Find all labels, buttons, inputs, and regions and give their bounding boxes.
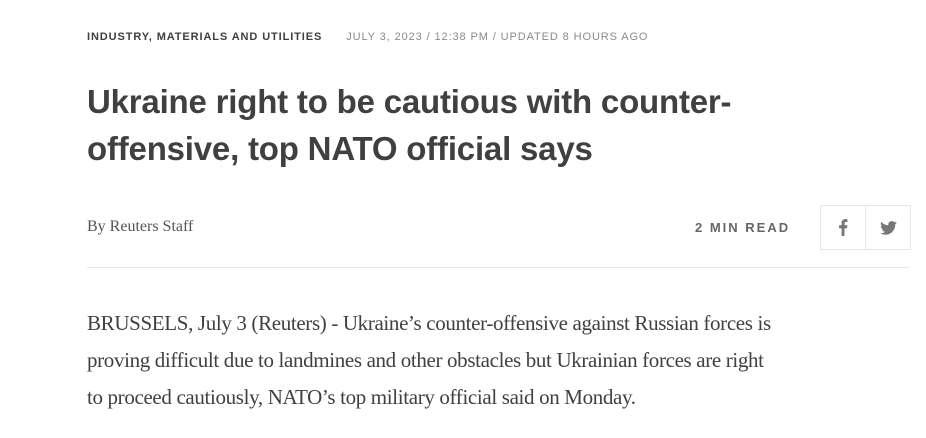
share-buttons: [820, 205, 911, 250]
read-time: 2 MIN READ: [695, 220, 791, 235]
twitter-icon: [879, 220, 897, 235]
facebook-share-button[interactable]: [821, 206, 865, 249]
headline: Ukraine right to be cautious with counte…: [87, 83, 732, 167]
body-line: proving difficult due to landmines and o…: [87, 348, 764, 372]
divider: [87, 267, 909, 268]
body-line: BRUSSELS, July 3 (Reuters) - Ukraine’s c…: [87, 311, 771, 335]
article-body: BRUSSELS, July 3 (Reuters) - Ukraine’s c…: [87, 305, 771, 416]
article-meta: INDUSTRY, MATERIALS AND UTILITIES JULY 3…: [87, 31, 648, 43]
twitter-share-button[interactable]: [865, 206, 910, 249]
dateline: JULY 3, 2023 / 12:38 PM / UPDATED 8 HOUR…: [346, 31, 649, 43]
body-line: to proceed cautiously, NATO’s top milita…: [87, 385, 636, 409]
facebook-icon: [839, 219, 848, 236]
category-link[interactable]: INDUSTRY, MATERIALS AND UTILITIES: [87, 31, 323, 43]
byline: By Reuters Staff: [87, 218, 194, 235]
